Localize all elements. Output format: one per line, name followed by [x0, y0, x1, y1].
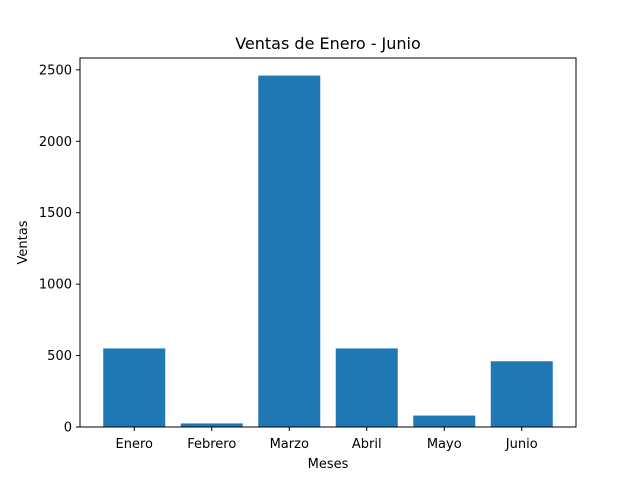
- x-axis-ticks: Enero Febrero Marzo Abril Mayo Junio: [116, 427, 538, 452]
- bars-group: [103, 75, 553, 427]
- y-tick-label: 2000: [39, 135, 72, 150]
- bar-abril: [335, 348, 398, 427]
- x-tick-label: Abril: [352, 437, 382, 452]
- y-tick-label: 500: [47, 349, 72, 364]
- bar-marzo: [258, 75, 321, 427]
- bar-junio: [490, 361, 553, 427]
- bar-enero: [103, 348, 166, 427]
- y-axis-ticks: 0 500 1000 1500 2000 2500: [39, 63, 80, 436]
- y-axis-label: Ventas: [16, 220, 31, 264]
- plot-area-frame: [79, 57, 577, 428]
- x-tick-label: Marzo: [270, 437, 309, 452]
- bar-mayo: [413, 415, 476, 427]
- x-tick-label: Enero: [116, 437, 154, 452]
- x-tick-label: Junio: [505, 437, 538, 452]
- y-tick-label: 1000: [39, 278, 72, 293]
- x-axis-label: Meses: [308, 457, 349, 472]
- y-tick-label: 2500: [39, 63, 72, 78]
- y-tick-label: 1500: [39, 206, 72, 221]
- x-tick-label: Mayo: [427, 437, 462, 452]
- y-tick-label: 0: [64, 421, 72, 436]
- bar-febrero: [180, 423, 243, 427]
- chart-title: Ventas de Enero - Junio: [235, 34, 421, 53]
- x-tick-label: Febrero: [187, 437, 236, 452]
